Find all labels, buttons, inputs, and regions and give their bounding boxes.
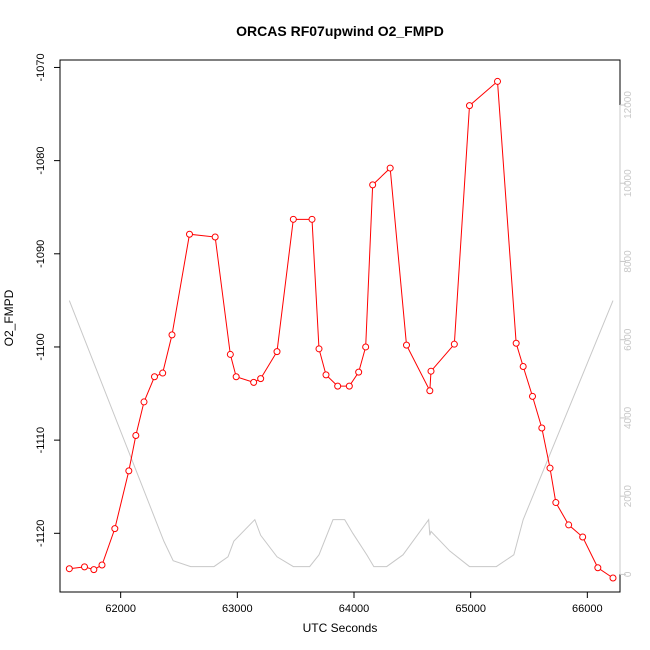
y-tick-label: -1100 (35, 333, 47, 360)
data-point (466, 102, 473, 110)
data-point (322, 371, 330, 379)
data-point (552, 499, 560, 507)
series-layer (65, 77, 617, 582)
x-tick-label: 63000 (222, 603, 253, 615)
data-point (334, 382, 342, 390)
y-axis: -1070 -1080 -1090 -1100 -1110 -1120 (35, 53, 61, 547)
data-point (315, 345, 323, 353)
data-point (579, 533, 587, 541)
data-point (565, 521, 573, 529)
x-tick-label: 62000 (105, 603, 136, 615)
data-point (211, 233, 219, 241)
x-tick-label: 66000 (572, 603, 603, 615)
altitude-series-line (68, 300, 614, 568)
data-point (494, 77, 501, 85)
data-point (362, 343, 370, 351)
data-point (140, 398, 148, 406)
y2-tick-label: 2000 (623, 485, 634, 508)
x-axis-label: UTC Seconds (303, 621, 378, 635)
data-point (426, 387, 434, 395)
data-point (111, 525, 119, 533)
data-point (594, 564, 602, 572)
data-point (250, 378, 258, 386)
y-tick-label: -1090 (35, 240, 47, 268)
data-point (232, 373, 240, 381)
data-point (355, 368, 363, 376)
data-point (369, 181, 377, 189)
data-point (512, 339, 520, 347)
data-point (427, 367, 435, 375)
data-point (65, 565, 73, 573)
data-point (609, 574, 617, 582)
y2-tick-label: 12000 (623, 91, 634, 119)
data-point (132, 431, 140, 439)
x-axis: 62000 63000 64000 65000 66000 (105, 591, 603, 615)
data-point (546, 464, 554, 472)
y-tick-label: -1080 (35, 147, 47, 175)
y-tick-label: -1120 (35, 520, 47, 547)
y2-tick-label: 6000 (623, 328, 634, 351)
o2-series-line (69, 80, 614, 579)
data-point (538, 424, 546, 432)
plot-frame (59, 59, 621, 593)
y-axis-label: O2_FMPD (2, 289, 16, 346)
y-tick-label: -1110 (35, 427, 47, 454)
data-point (81, 563, 88, 571)
data-point (308, 215, 316, 223)
y2-tick-label: 0 (623, 571, 634, 577)
data-point (529, 392, 536, 400)
y-tick-label: -1070 (35, 53, 47, 81)
data-point (403, 341, 410, 349)
data-point (345, 382, 353, 390)
chart-title: ORCAS RF07upwind O2_FMPD (236, 23, 444, 39)
secondary-y-axis: 0 2000 4000 6000 8000 10000 12000 (619, 91, 634, 577)
y2-tick-label: 4000 (623, 406, 634, 429)
y2-tick-label: 10000 (623, 169, 634, 197)
data-point (186, 230, 193, 238)
data-point (450, 340, 458, 348)
data-point (168, 331, 176, 339)
data-point (151, 373, 158, 381)
data-point (98, 561, 106, 569)
y2-tick-label: 8000 (623, 250, 634, 273)
data-point (226, 350, 234, 358)
data-point (519, 363, 527, 371)
data-point (257, 375, 265, 383)
data-point (273, 348, 281, 356)
data-point (90, 566, 98, 574)
data-point (125, 467, 133, 475)
data-point (289, 215, 297, 223)
x-tick-label: 64000 (339, 603, 370, 615)
data-point (386, 164, 394, 172)
data-point (159, 369, 167, 377)
x-tick-label: 65000 (455, 603, 486, 615)
